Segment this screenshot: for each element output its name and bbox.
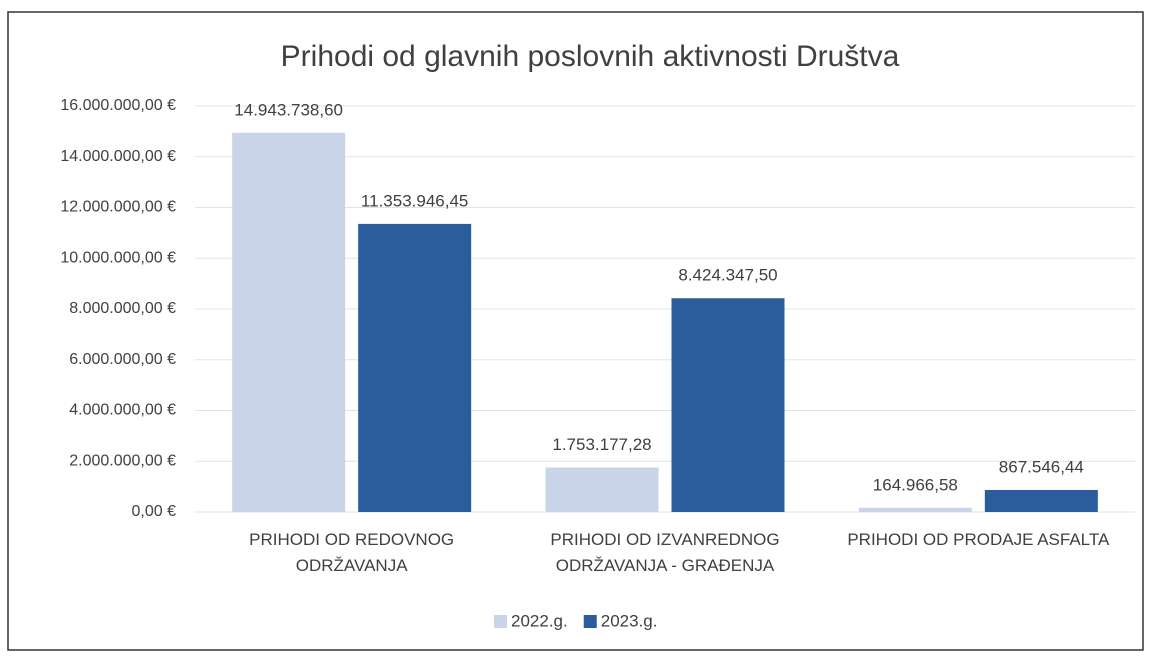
x-tick-label: PRIHODI OD PRODAJE ASFALTA [847,530,1110,549]
bar [671,298,785,512]
y-tick-label: 8.000.000,00 € [69,300,176,317]
bar [858,507,972,512]
bar [984,489,1098,512]
y-tick-label: 12.000.000,00 € [60,199,176,216]
y-tick-label: 14.000.000,00 € [60,148,176,165]
value-label: 164.966,58 [873,475,958,494]
y-tick-label: 16.000.000,00 € [60,97,176,114]
y-tick-label: 10.000.000,00 € [60,249,176,266]
legend-label: 2022.g. [511,611,568,630]
legend-swatch [494,615,507,628]
legend-label: 2023.g. [601,611,658,630]
value-label: 8.424.347,50 [678,266,777,285]
bar [232,132,346,513]
value-label: 11.353.946,45 [361,191,468,210]
y-tick-label: 0,00 € [132,503,177,520]
value-label: 867.546,44 [999,457,1084,476]
bar [358,223,472,512]
y-tick-label: 6.000.000,00 € [69,351,176,368]
value-label: 1.753.177,28 [552,435,651,454]
chart-title: Prihodi od glavnih poslovnih aktivnosti … [281,40,900,73]
legend-swatch [583,615,597,628]
y-tick-label: 4.000.000,00 € [69,402,176,419]
chart-frame [7,11,1144,651]
x-tick-label: PRIHODI OD REDOVNOG ODRŽAVANJA [249,530,455,575]
bar [545,467,659,512]
y-tick-label: 2.000.000,00 € [69,452,176,469]
x-tick-label: PRIHODI OD IZVANREDNOG ODRŽAVANJA - GRAĐ… [550,530,780,575]
value-label: 14.943.738,60 [234,100,343,119]
